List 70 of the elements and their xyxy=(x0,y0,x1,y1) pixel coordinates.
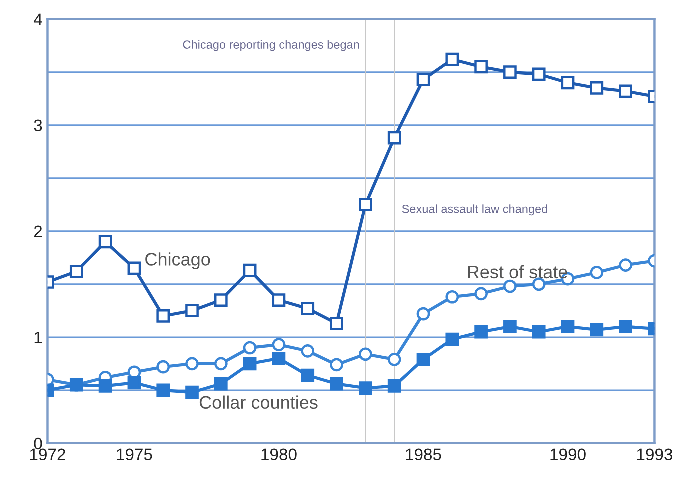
point xyxy=(388,380,402,393)
point xyxy=(359,348,372,362)
point xyxy=(504,66,517,79)
point xyxy=(128,262,142,276)
point xyxy=(330,377,344,391)
y-tick-label: 3 xyxy=(34,120,42,132)
point xyxy=(532,68,546,82)
point xyxy=(186,304,199,318)
point xyxy=(388,131,402,145)
ref-line-label: Sexual assault law changed xyxy=(402,204,548,216)
point xyxy=(446,52,460,66)
point xyxy=(243,357,257,371)
point xyxy=(561,76,575,90)
point xyxy=(272,352,286,366)
point xyxy=(214,294,228,307)
point xyxy=(474,60,488,74)
point xyxy=(70,264,84,278)
point xyxy=(243,264,257,278)
point xyxy=(590,323,604,337)
point xyxy=(619,84,632,98)
x-tick-label: 1993 xyxy=(637,448,673,461)
point xyxy=(272,338,286,352)
point xyxy=(214,377,228,391)
point xyxy=(214,357,228,371)
point xyxy=(301,344,315,358)
y-tick-label: 4 xyxy=(34,14,42,26)
point xyxy=(474,325,488,339)
point xyxy=(186,386,199,400)
point xyxy=(330,316,344,330)
x-tick-label: 1980 xyxy=(262,448,297,461)
point xyxy=(590,266,604,280)
point xyxy=(504,320,517,334)
x-tick-label: 1990 xyxy=(550,448,586,461)
point xyxy=(156,310,170,323)
point xyxy=(98,380,112,393)
point xyxy=(416,307,430,321)
series-label: Rest of state xyxy=(468,265,568,279)
point xyxy=(156,384,170,398)
point xyxy=(561,320,575,334)
point xyxy=(156,360,170,374)
y-tick-label: 1 xyxy=(34,332,42,344)
point xyxy=(619,320,632,334)
point xyxy=(532,325,546,339)
series-label: Chicago xyxy=(146,252,210,270)
point xyxy=(619,258,632,272)
point xyxy=(128,376,142,390)
point xyxy=(416,73,430,86)
point xyxy=(301,368,315,382)
point xyxy=(301,302,315,316)
x-tick-label: 1972 xyxy=(30,448,66,461)
point xyxy=(272,294,286,307)
point xyxy=(474,287,488,301)
point xyxy=(504,280,517,294)
point xyxy=(359,382,372,395)
point xyxy=(388,353,402,366)
ref-line-label: Chicago reporting changes began xyxy=(183,40,360,52)
point xyxy=(416,353,430,366)
x-tick-label: 1975 xyxy=(117,448,152,461)
series-label: Collar counties xyxy=(200,396,318,410)
point xyxy=(243,341,257,355)
point xyxy=(98,235,112,249)
point xyxy=(446,290,460,304)
point xyxy=(330,358,344,372)
point xyxy=(446,332,460,346)
x-tick-label: 1985 xyxy=(406,448,442,461)
point xyxy=(590,82,604,95)
point xyxy=(359,198,372,212)
y-tick-label: 2 xyxy=(34,226,42,238)
point xyxy=(186,357,199,371)
y-tick-label: 0 xyxy=(34,438,42,450)
